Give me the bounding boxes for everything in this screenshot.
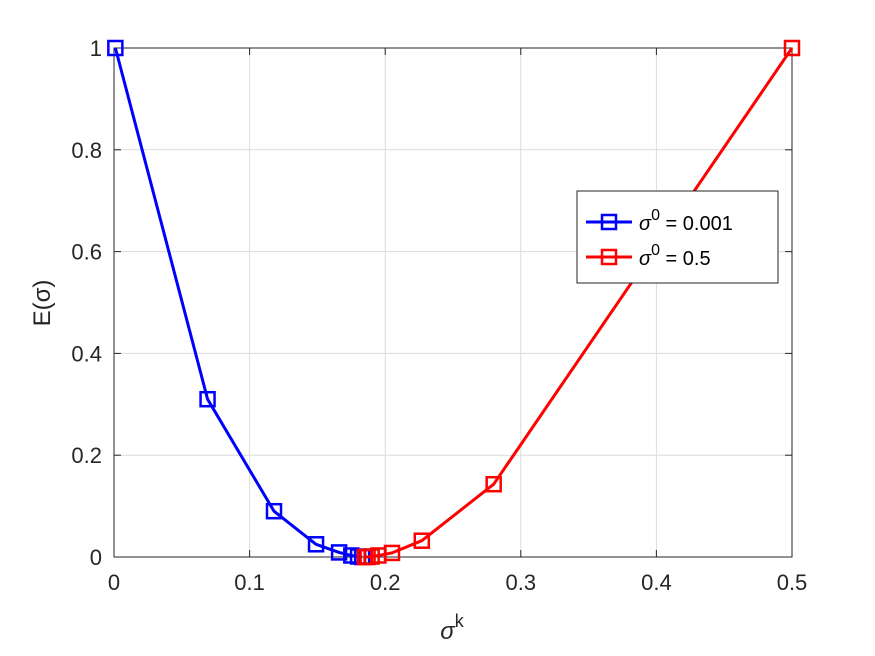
legend-item-1: σ0 = 0.001 xyxy=(586,207,733,235)
x-tick-label: 0.3 xyxy=(506,570,537,595)
plot-area xyxy=(114,48,792,557)
data-point xyxy=(307,536,325,553)
legend-label: σ0 = 0.5 xyxy=(639,242,711,270)
legend-label-rest: = 0.001 xyxy=(660,213,733,235)
y-tick-label: 1 xyxy=(90,36,102,61)
data-point xyxy=(265,502,283,520)
data-point xyxy=(413,532,431,549)
x-tick-label: 0 xyxy=(108,570,120,595)
tick-labels: 0 0.1 0.2 0.3 0.4 0.5 0 0.2 0.4 0.6 0.8 1 xyxy=(71,36,807,595)
data-point xyxy=(107,39,124,57)
x-tick-label: 0.1 xyxy=(234,570,265,595)
legend-label-sup: 0 xyxy=(651,242,660,259)
x-tick-label: 0.5 xyxy=(777,570,808,595)
legend-marker xyxy=(600,248,618,266)
x-tick-label: 0.2 xyxy=(370,570,401,595)
y-tick-label: 0.2 xyxy=(71,443,102,468)
data-point xyxy=(199,390,216,408)
data-point xyxy=(356,548,374,566)
y-tick-label: 0 xyxy=(90,545,102,570)
series-2 xyxy=(356,39,801,566)
legend-label-rest: = 0.5 xyxy=(660,248,711,270)
data-point xyxy=(485,475,502,493)
axes-box xyxy=(113,47,793,558)
data-point xyxy=(783,39,801,57)
y-tick-label: 0.4 xyxy=(71,341,102,366)
y-tick-label: 0.6 xyxy=(71,240,102,265)
series-layer xyxy=(107,39,801,566)
legend-label-base: σ xyxy=(639,248,652,270)
legend-item-2: σ0 = 0.5 xyxy=(586,242,711,270)
legend-marker xyxy=(600,213,618,231)
legend-box xyxy=(576,190,779,284)
y-tick-label: 0.8 xyxy=(71,138,102,163)
legend-label-sup: 0 xyxy=(651,207,660,224)
x-axis-label-base: σ xyxy=(440,618,456,645)
legend-label: σ0 = 0.001 xyxy=(639,207,733,235)
data-point xyxy=(330,544,348,561)
y-axis-label: E(σ) xyxy=(29,280,56,327)
legend-label-base: σ xyxy=(639,213,652,235)
x-axis-label-sup: k xyxy=(455,611,465,631)
x-tick-label: 0.4 xyxy=(641,570,672,595)
x-axis-label: σk xyxy=(440,611,464,645)
